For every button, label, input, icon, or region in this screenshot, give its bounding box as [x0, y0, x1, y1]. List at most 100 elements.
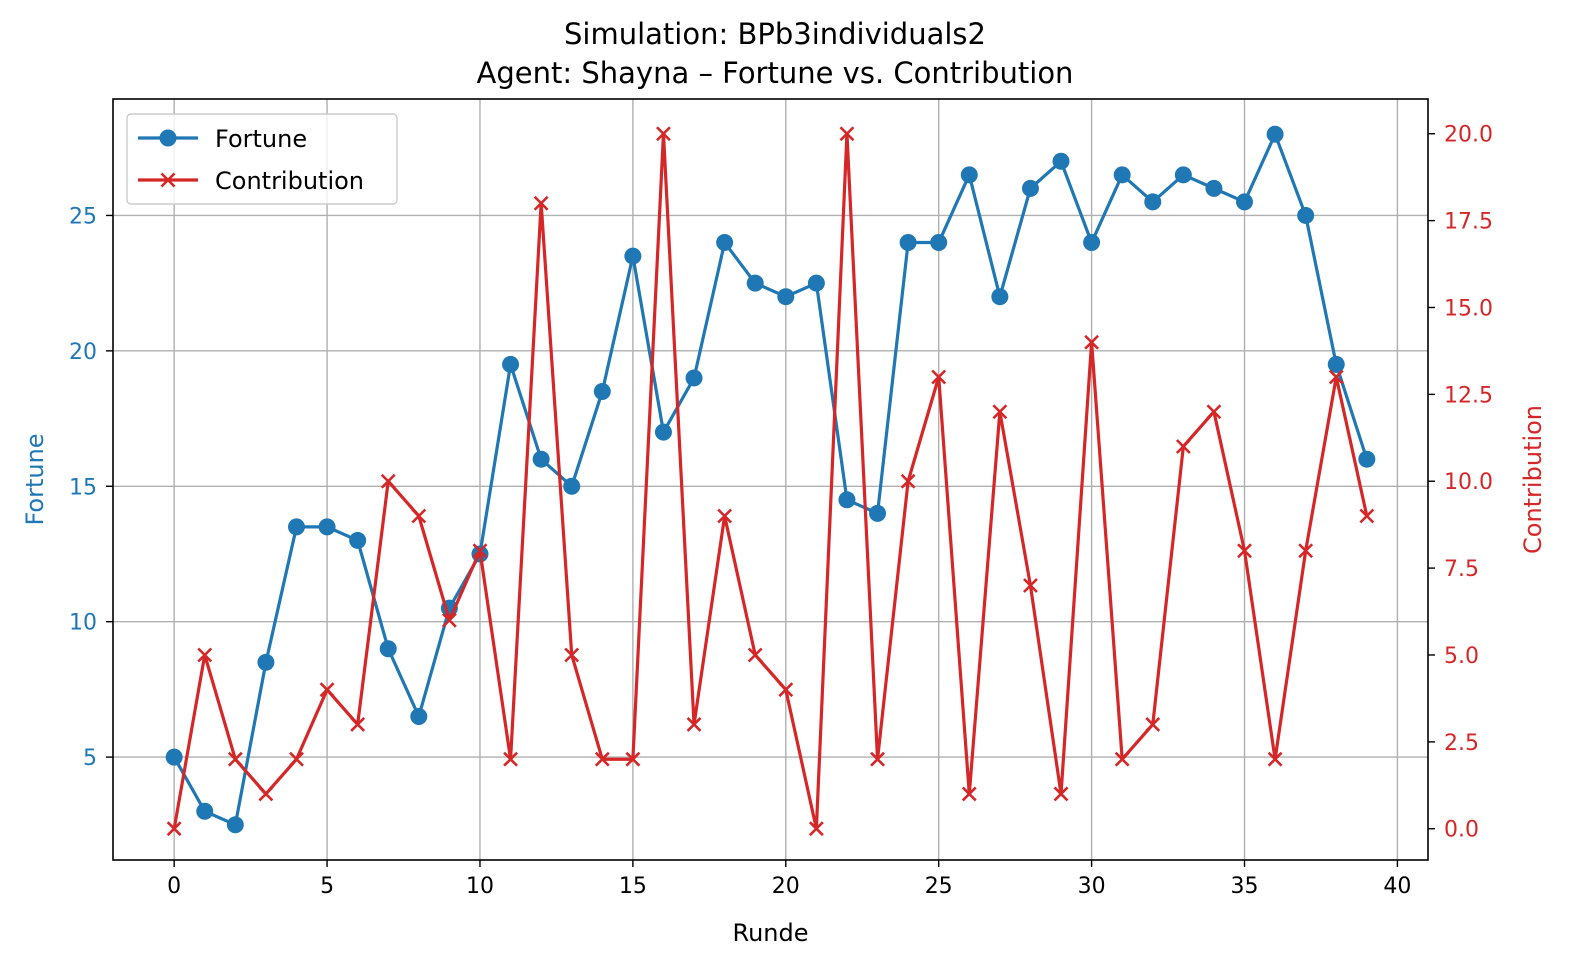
- data-point-contribution: [1237, 543, 1252, 559]
- data-point-contribution: [289, 751, 304, 767]
- data-point-fortune: [287, 518, 305, 536]
- y-right-tick-label: 15.0: [1444, 296, 1493, 321]
- data-point-contribution: [258, 786, 274, 802]
- data-point-contribution: [1328, 369, 1344, 385]
- y-right-tick-label: 20.0: [1444, 123, 1493, 148]
- series-contribution: [166, 126, 1375, 837]
- data-point-contribution: [839, 126, 855, 142]
- data-point-fortune: [716, 234, 734, 252]
- data-point-fortune: [318, 518, 336, 536]
- plot-area-frame: [112, 98, 1429, 861]
- x-tick-label: 5: [320, 874, 334, 899]
- data-point-contribution: [656, 126, 671, 142]
- data-point-fortune: [196, 802, 214, 820]
- data-point-contribution: [1175, 439, 1191, 454]
- data-point-fortune: [563, 477, 581, 495]
- data-point-fortune: [226, 816, 244, 834]
- data-point-contribution: [931, 369, 947, 385]
- data-point-contribution: [472, 543, 488, 559]
- data-point-contribution: [1145, 717, 1161, 732]
- data-point-fortune: [1205, 179, 1223, 197]
- y-right-tick-label: 5.0: [1444, 644, 1479, 669]
- data-point-fortune: [777, 288, 795, 306]
- data-point-fortune: [1266, 125, 1284, 143]
- data-point-contribution: [1206, 404, 1222, 420]
- data-point-fortune: [1297, 206, 1315, 224]
- legend-label-contribution: Contribution: [215, 167, 364, 195]
- data-point-fortune: [165, 748, 183, 766]
- x-tick-label: 25: [925, 874, 953, 899]
- legend: Fortune Contribution: [126, 113, 398, 205]
- data-point-fortune: [746, 274, 764, 292]
- series-line-contribution: [172, 132, 1369, 831]
- data-point-contribution: [1084, 334, 1100, 350]
- data-point-fortune: [1236, 193, 1254, 211]
- legend-entries: Fortune Contribution: [138, 125, 364, 195]
- y-left-tick-label: 5: [83, 746, 97, 771]
- data-point-contribution: [1298, 543, 1314, 559]
- data-point-fortune: [1113, 166, 1131, 184]
- data-point-fortune: [593, 382, 611, 400]
- grid-layer: [113, 99, 1428, 860]
- data-point-fortune: [960, 166, 978, 184]
- legend-entry-contribution: Contribution: [138, 167, 364, 195]
- x-tick-label: 35: [1231, 874, 1259, 899]
- legend-marker-contribution: [160, 172, 176, 188]
- data-point-fortune: [807, 274, 825, 292]
- data-point-contribution: [503, 751, 518, 767]
- chart-subtitle: Agent: Shayna – Fortune vs. Contribution: [477, 56, 1074, 90]
- data-point-fortune: [1083, 234, 1101, 252]
- data-point-fortune: [930, 234, 948, 252]
- data-point-fortune: [1144, 193, 1162, 211]
- data-point-contribution: [625, 751, 641, 767]
- y-right-tick-label: 17.5: [1444, 210, 1493, 235]
- data-point-contribution: [1267, 751, 1283, 767]
- data-point-fortune: [1174, 166, 1192, 184]
- data-point-fortune: [1327, 355, 1345, 373]
- data-point-contribution: [564, 647, 580, 663]
- y-right-tick-label: 10.0: [1444, 470, 1493, 495]
- data-point-fortune: [410, 707, 428, 725]
- data-point-fortune: [838, 491, 856, 509]
- data-point-contribution: [717, 508, 733, 524]
- data-point-contribution: [1114, 751, 1130, 767]
- data-point-contribution: [900, 473, 916, 489]
- y-axis-right: 0.0 2.5 5.0 7.5 10.0 12.5 15.0 17.5 20.0: [1428, 123, 1493, 843]
- data-point-contribution: [197, 647, 213, 663]
- data-point-fortune: [991, 288, 1009, 306]
- y-left-tick-label: 20: [69, 340, 97, 365]
- x-axis-label: Runde: [732, 919, 808, 947]
- y-axis-left: 5 10 15 20 25: [69, 204, 113, 771]
- data-point-contribution: [778, 682, 794, 698]
- y-right-tick-label: 7.5: [1444, 557, 1479, 582]
- data-point-fortune: [257, 653, 275, 671]
- data-point-contribution: [166, 821, 182, 837]
- data-point-contribution: [227, 751, 243, 767]
- chart-title: Simulation: BPb3individuals2: [564, 17, 986, 51]
- data-point-contribution: [1023, 578, 1038, 593]
- legend-entry-fortune: Fortune: [138, 125, 307, 153]
- x-tick-label: 30: [1078, 874, 1106, 899]
- y-right-tick-label: 12.5: [1444, 383, 1493, 408]
- data-point-fortune: [1021, 179, 1039, 197]
- data-point-fortune: [532, 450, 550, 468]
- y-left-tick-label: 25: [69, 204, 97, 229]
- data-point-contribution: [870, 751, 885, 767]
- data-point-fortune: [685, 369, 703, 387]
- data-point-contribution: [350, 717, 366, 732]
- data-point-contribution: [961, 786, 977, 802]
- legend-marker-fortune: [159, 129, 177, 147]
- data-point-fortune: [899, 234, 917, 252]
- legend-label-fortune: Fortune: [215, 125, 307, 153]
- data-point-contribution: [411, 508, 427, 524]
- y-axis-left-label: Fortune: [21, 433, 49, 525]
- y-right-tick-label: 0.0: [1444, 818, 1479, 843]
- data-point-contribution: [594, 751, 610, 767]
- data-point-fortune: [1052, 152, 1070, 170]
- data-point-fortune: [624, 247, 642, 265]
- series-fortune: [165, 125, 1376, 834]
- x-tick-label: 20: [772, 874, 800, 899]
- data-point-fortune: [654, 423, 672, 441]
- y-left-tick-label: 10: [69, 611, 97, 636]
- data-point-contribution: [533, 195, 549, 211]
